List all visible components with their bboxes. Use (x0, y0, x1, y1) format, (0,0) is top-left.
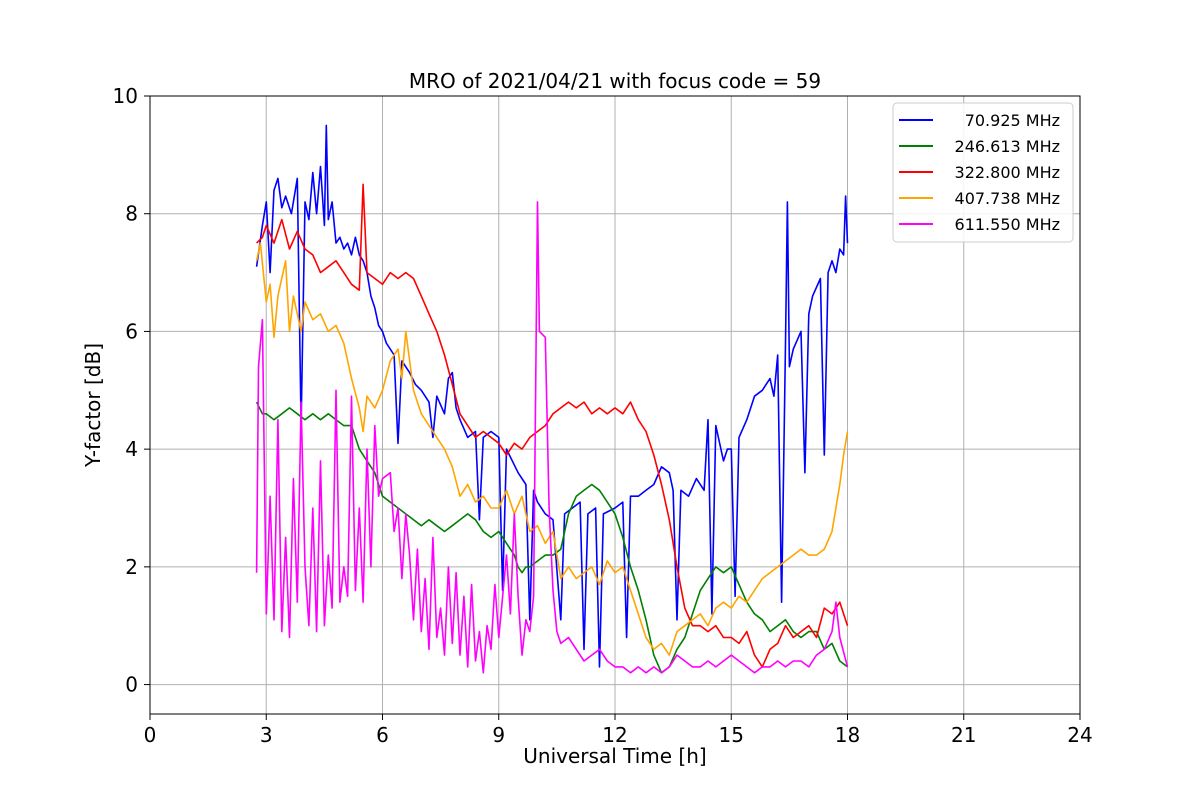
chart-title: MRO of 2021/04/21 with focus code = 59 (409, 69, 821, 93)
legend: 70.925 MHz 246.613 MHz 322.800 MHz 407.738 … (892, 102, 1074, 243)
x-tick-label: 15 (719, 723, 744, 747)
series-line-5 (255, 201, 849, 674)
series-line-1 (255, 124, 849, 668)
series-line-3 (256, 183, 849, 668)
plot-area (255, 124, 849, 674)
y-tick-label: 0 (125, 673, 138, 697)
legend-label: 611.550 MHz (955, 215, 1060, 234)
x-tick-label: 9 (492, 723, 505, 747)
legend-label: 70.925 MHz (965, 111, 1060, 130)
y-tick-label: 10 (113, 84, 138, 108)
x-tick-label: 21 (951, 723, 976, 747)
x-axis: 0 3 6 9 12 15 18 21 24 (144, 714, 1093, 747)
x-tick-label: 6 (376, 723, 389, 747)
x-tick-label: 24 (1067, 723, 1092, 747)
legend-box (892, 102, 1074, 243)
x-tick-label: 12 (602, 723, 627, 747)
y-tick-label: 8 (125, 202, 138, 226)
x-axis-title: Universal Time [h] (523, 744, 706, 768)
y-tick-label: 2 (125, 555, 138, 579)
x-tick-label: 3 (260, 723, 273, 747)
x-tick-label: 0 (144, 723, 157, 747)
x-tick-label: 18 (835, 723, 860, 747)
y-axis-title: Y-factor [dB] (81, 343, 105, 468)
legend-label: 407.738 MHz (955, 189, 1060, 208)
y-tick-label: 4 (125, 437, 138, 461)
legend-label: 322.800 MHz (955, 163, 1060, 182)
y-tick-label: 6 (125, 319, 138, 343)
legend-label: 246.613 MHz (955, 137, 1060, 156)
y-axis: 0 2 4 6 8 10 (113, 84, 150, 697)
series-group (255, 124, 849, 674)
